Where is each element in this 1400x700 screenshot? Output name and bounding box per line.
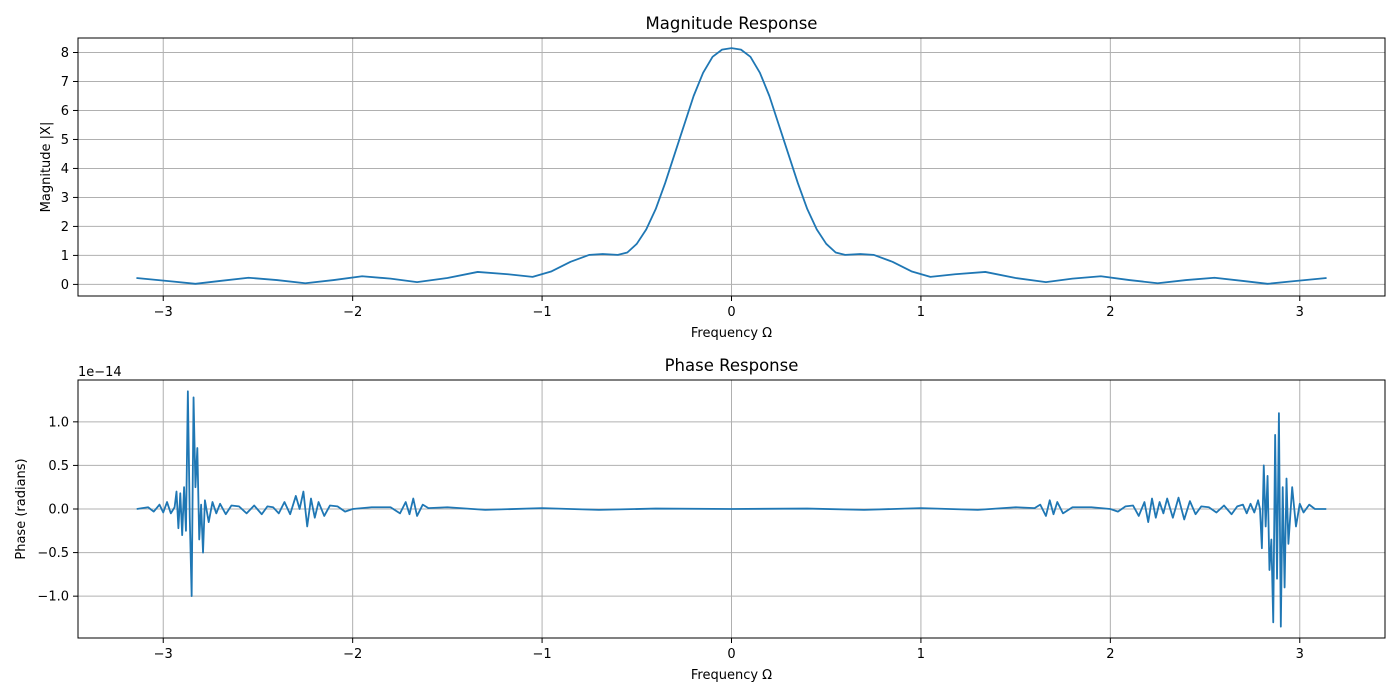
magnitude-y-tick-label: 7 [61,75,69,90]
magnitude-y-tick-label: 0 [61,278,69,293]
magnitude-x-tick-label: −1 [532,305,551,320]
phase-x-tick-label: 2 [1106,647,1114,662]
magnitude-chart-title: Magnitude Response [646,14,818,33]
magnitude-response-panel: −3 −2 −1 0 1 2 3 0 1 2 3 4 5 6 7 8 Magnitude Response F… [39,14,1386,341]
magnitude-x-tick-label: −2 [343,305,362,320]
magnitude-y-tick-label: 2 [61,220,69,235]
phase-y-tick-label: −1.0 [37,590,69,605]
magnitude-x-tick-label: 3 [1296,305,1304,320]
phase-y-axis-label: Phase (radians) [14,458,29,559]
phase-y-tick-label: −0.5 [37,546,69,561]
phase-y-tick-label: 1.0 [48,415,69,430]
phase-x-tick-label: −2 [343,647,362,662]
magnitude-y-axis-label: Magnitude |X| [39,122,54,213]
phase-series-line [136,390,1327,628]
magnitude-grid [78,38,1385,296]
phase-offset-label: 1e−14 [78,365,122,380]
phase-x-tick-label: 1 [917,647,925,662]
phase-x-axis-label: Frequency Ω [691,668,772,683]
magnitude-y-tick-label: 3 [61,191,69,206]
magnitude-y-tick-label: 6 [61,104,69,119]
magnitude-x-tick-label: 1 [917,305,925,320]
magnitude-series-line [136,47,1327,285]
phase-x-tick-label: 3 [1296,647,1304,662]
phase-x-tick-label: −1 [532,647,551,662]
phase-y-tick-label: 0.0 [48,503,69,518]
magnitude-x-tick-label: 2 [1106,305,1114,320]
magnitude-series-layer [136,47,1327,285]
phase-response-panel: −3 −2 −1 0 1 2 3 −1.0 −0.5 0.0 0.5 1.0 Phase Respon… [14,356,1386,683]
phase-x-tick-label: 0 [727,647,735,662]
phase-y-tick-label: 0.5 [48,459,69,474]
phase-ticks: −3 −2 −1 0 1 2 3 −1.0 −0.5 0.0 0.5 1.0 [37,415,1303,662]
magnitude-y-tick-label: 5 [61,133,69,148]
magnitude-y-tick-label: 1 [61,249,69,264]
magnitude-y-tick-label: 4 [61,162,69,177]
phase-chart-title: Phase Response [665,356,799,375]
magnitude-ticks: −3 −2 −1 0 1 2 3 0 1 2 3 4 5 6 7 8 [61,46,1304,320]
magnitude-x-axis-label: Frequency Ω [691,326,772,341]
phase-series-layer [136,390,1327,628]
magnitude-x-tick-label: 0 [727,305,735,320]
magnitude-x-tick-label: −3 [154,305,173,320]
phase-x-tick-label: −3 [154,647,173,662]
magnitude-y-tick-label: 8 [61,46,69,61]
